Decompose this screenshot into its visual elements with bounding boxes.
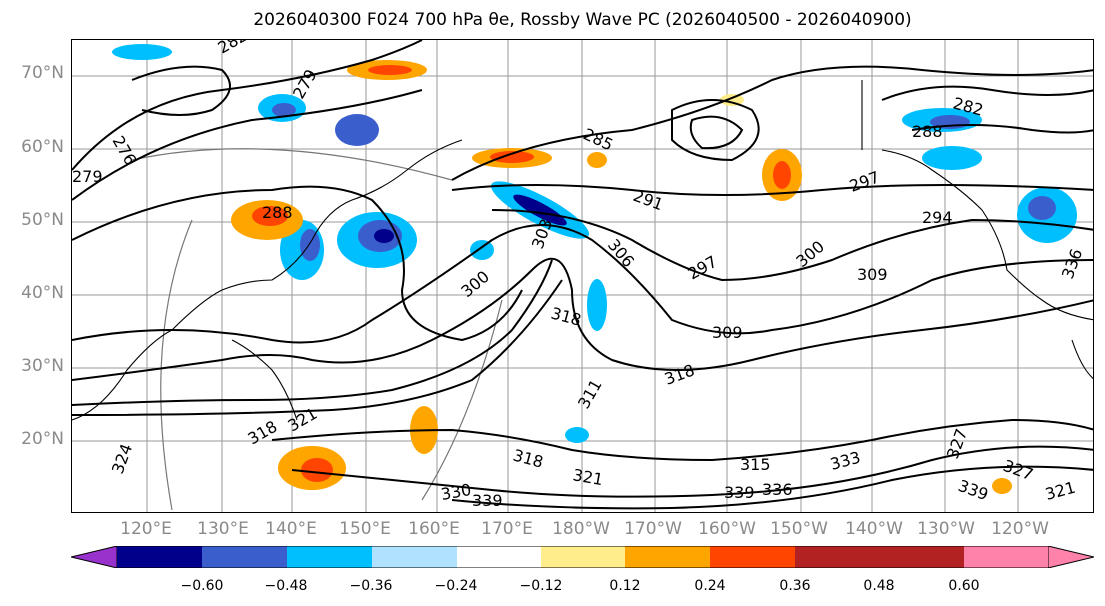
colorbar-bin-3 [287, 546, 372, 568]
lon-label-160e: 160°E [408, 519, 460, 539]
lon-label-170w: 170°W [624, 519, 682, 539]
contour-label-297-a: 297 [847, 167, 882, 195]
contour-label-285: 285 [580, 124, 616, 154]
colorbar-extend-high [1047, 546, 1094, 568]
contour-label-318-a: 318 [549, 304, 583, 330]
colorbar-tick-pos048: 0.48 [863, 578, 895, 594]
contour-label-339-c: 339 [956, 476, 991, 504]
contour-label-327-a: 327 [943, 426, 971, 461]
map-panel: 282 279 276 279 285 291 288 282 297 294 … [71, 39, 1094, 513]
colorbar-bin-7 [625, 546, 710, 568]
colorbar-tick-pos012: 0.12 [609, 578, 641, 594]
map-title: 2026040300 F024 700 hPa θe, Rossby Wave … [253, 10, 912, 30]
lat-label-70n: 70°N [21, 63, 64, 83]
colorbar-tick-neg012: −0.12 [519, 578, 563, 594]
contour-label-282-a: 282 [215, 40, 251, 57]
contour-label-315: 315 [740, 455, 771, 474]
colorbar-tick-neg048: −0.48 [264, 578, 308, 594]
contour-label-321-a: 321 [285, 404, 321, 436]
contour-label-336-b: 336 [1058, 246, 1086, 281]
lon-label-120e: 120°E [120, 519, 172, 539]
lon-label-120w: 120°W [991, 519, 1049, 539]
lon-label-140e: 140°E [265, 519, 317, 539]
colorbar-bin-10 [880, 546, 964, 568]
contour-label-288-b: 288 [262, 203, 293, 222]
lat-label-50n: 50°N [21, 210, 64, 230]
contour-label-294: 294 [922, 208, 953, 227]
colorbar-tick-neg036: −0.36 [349, 578, 393, 594]
contour-label-324: 324 [108, 441, 136, 476]
contour-label-339-b: 339 [724, 483, 755, 502]
colorbar-bin-1 [117, 546, 202, 568]
contour-label-309-b: 309 [712, 323, 743, 342]
colorbar-bin-8 [710, 546, 795, 568]
colorbar-bin-6 [541, 546, 625, 568]
colorbar-tick-neg060: −0.60 [180, 578, 224, 594]
contour-label-276: 276 [109, 133, 141, 169]
theta-e-contours [72, 40, 1093, 510]
contour-label-339-a: 339 [472, 491, 503, 510]
contour-label-300-a: 300 [457, 267, 493, 301]
anomaly-fill [112, 44, 1077, 494]
contour-label-311: 311 [574, 376, 606, 412]
map-canvas: 282 279 276 279 285 291 288 282 297 294 … [72, 40, 1093, 512]
lat-label-40n: 40°N [21, 283, 64, 303]
coastline [72, 80, 1093, 421]
colorbar-extend-low [71, 546, 118, 568]
colorbar-tick-neg024: −0.24 [434, 578, 478, 594]
colorbar [71, 546, 1094, 568]
contour-label-279-b: 279 [72, 167, 103, 186]
contour-label-336-a: 336 [762, 480, 793, 499]
colorbar-bin-4 [372, 546, 457, 568]
contour-label-291-a: 291 [631, 186, 666, 214]
contour-label-330: 330 [439, 480, 472, 504]
lat-label-30n: 30°N [21, 356, 64, 376]
contour-label-309-a: 309 [857, 265, 888, 284]
contour-label-321-b: 321 [571, 465, 604, 489]
lon-label-170e: 170°E [481, 519, 533, 539]
lon-label-130w: 130°W [917, 519, 975, 539]
colorbar-bin-2 [202, 546, 287, 568]
contour-label-318-c: 318 [245, 417, 281, 449]
contour-label-288-a: 288 [912, 122, 943, 141]
contour-label-318-d: 318 [511, 446, 545, 472]
lon-label-180w: 180°W [552, 519, 610, 539]
colorbar-tick-pos036: 0.36 [779, 578, 811, 594]
lon-label-160w: 160°W [698, 519, 756, 539]
lon-label-150w: 150°W [770, 519, 828, 539]
lon-label-140w: 140°W [845, 519, 903, 539]
lat-label-60n: 60°N [21, 137, 64, 157]
contour-label-333: 333 [828, 448, 862, 474]
colorbar-tick-pos060: 0.60 [948, 578, 980, 594]
colorbar-tick-pos024: 0.24 [694, 578, 726, 594]
lon-label-130e: 130°E [197, 519, 249, 539]
colorbar-bin-5 [457, 546, 541, 568]
contour-label-300-b: 300 [792, 237, 828, 271]
colorbar-bin-11 [964, 546, 1048, 568]
lon-label-150e: 150°E [339, 519, 391, 539]
contour-label-321-c: 321 [1043, 478, 1077, 504]
contour-label-318-b: 318 [662, 360, 697, 388]
colorbar-bin-9 [795, 546, 880, 568]
lat-label-20n: 20°N [21, 429, 64, 449]
